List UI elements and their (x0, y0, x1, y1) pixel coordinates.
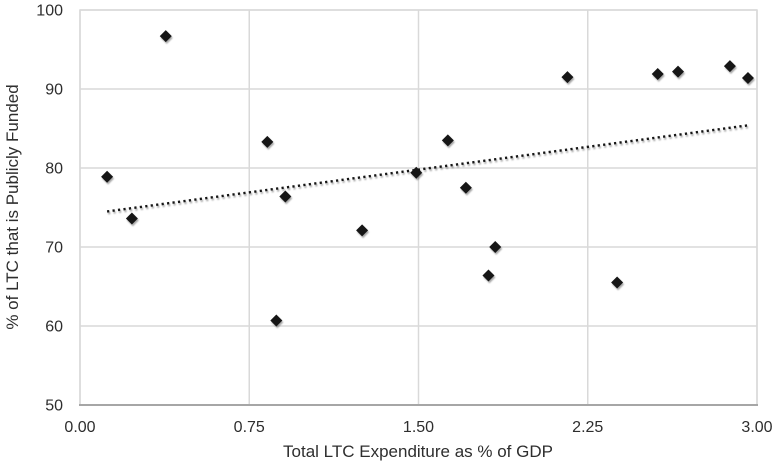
data-point-marker (441, 134, 454, 147)
gridlines-layer (79, 9, 758, 406)
data-point-marker (159, 30, 172, 43)
y-tick-label: 80 (45, 161, 63, 178)
data-point-marker (279, 190, 292, 203)
data-point-marker (741, 71, 754, 84)
y-axis-title: % of LTC that is Publicly Funded (3, 84, 22, 329)
data-point-marker (101, 170, 114, 183)
x-tick-label: 3.00 (741, 419, 772, 436)
data-point-marker (561, 71, 574, 84)
data-point-marker (125, 212, 138, 225)
x-tick-label: 0.00 (64, 419, 95, 436)
x-tick-label: 2.25 (572, 419, 603, 436)
data-point-marker (410, 166, 423, 179)
data-point-marker (482, 269, 495, 282)
data-point-marker (270, 314, 283, 327)
data-points-layer (101, 30, 754, 327)
data-point-marker (489, 241, 502, 253)
x-axis-title: Total LTC Expenditure as % of GDP (283, 442, 553, 461)
data-point-marker (611, 276, 624, 289)
data-point-marker (459, 181, 472, 194)
y-tick-label: 100 (36, 3, 63, 20)
data-point-marker (672, 65, 685, 78)
x-tick-label: 0.75 (234, 419, 265, 436)
y-tick-label: 50 (45, 398, 63, 415)
y-tick-label: 90 (45, 82, 63, 99)
data-point-marker (261, 135, 274, 148)
x-tick-label: 1.50 (403, 419, 434, 436)
y-tick-label: 70 (45, 240, 63, 257)
data-point-marker (651, 67, 664, 80)
tick-labels-layer: 50 60 70 80 90 100 0.00 0.75 1.50 2.25 3.00 (36, 3, 772, 437)
data-point-marker (723, 60, 736, 73)
y-tick-label: 60 (45, 319, 63, 336)
axes-layer (79, 9, 758, 406)
data-point-marker (356, 224, 369, 237)
